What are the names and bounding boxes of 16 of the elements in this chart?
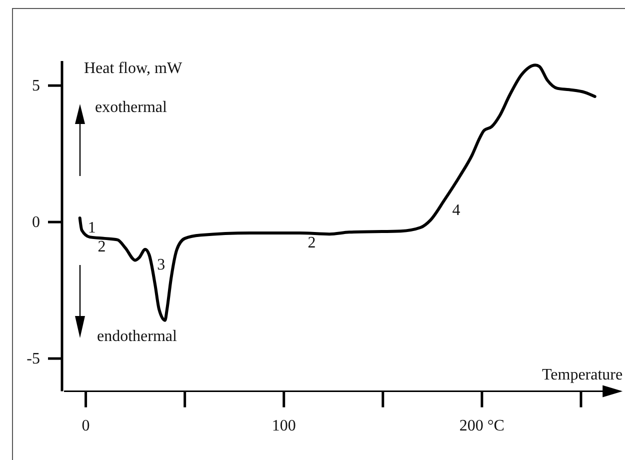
annotation: 1 [88, 220, 96, 237]
line-series [78, 64, 596, 322]
x-tick-label: 0 [82, 418, 90, 435]
y-axis-title: Heat flow, mW [84, 60, 183, 77]
annotation: 2 [98, 238, 106, 256]
x-tick-label: 100 [272, 418, 296, 435]
y-tick-label: -5 [26, 350, 40, 368]
annotation: 3 [157, 256, 166, 274]
annotation: endothermal [97, 328, 178, 345]
x-tick-label: 200 °C [459, 418, 504, 435]
y-tick-label: 5 [32, 78, 40, 95]
x-axis-title: Temperature [542, 366, 623, 384]
annotation: 4 [452, 202, 460, 219]
annotation: 2 [308, 234, 316, 252]
annotation: exothermal [95, 99, 168, 116]
y-tick-label: 0 [32, 214, 40, 232]
